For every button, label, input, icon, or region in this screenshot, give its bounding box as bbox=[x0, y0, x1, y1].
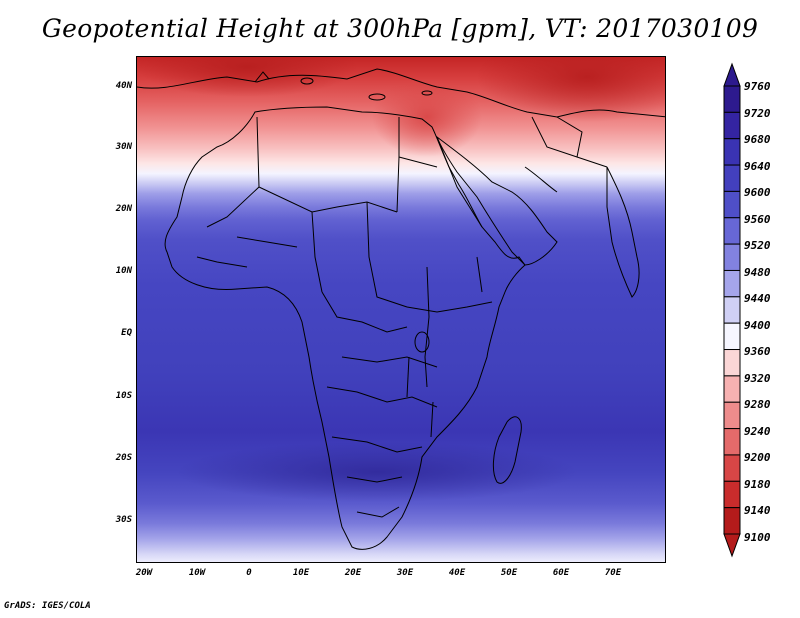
x-tick-60e: 60E bbox=[552, 568, 570, 578]
colorbar-segment bbox=[723, 296, 741, 324]
x-tick-10e: 10E bbox=[292, 568, 310, 578]
colorbar-label-9280: 9280 bbox=[744, 398, 771, 411]
colorbar-label-9400: 9400 bbox=[744, 319, 771, 332]
y-tick-10n: 10N bbox=[115, 266, 132, 276]
colorbar-label-9140: 9140 bbox=[744, 504, 771, 517]
x-tick-0: 0 bbox=[246, 568, 252, 578]
colorbar-label-9240: 9240 bbox=[744, 425, 771, 438]
colorbar-label-9600: 9600 bbox=[744, 186, 771, 199]
colorbar-segment bbox=[723, 138, 741, 166]
y-tick-10s: 10S bbox=[115, 391, 132, 401]
colorbar-label-9760: 9760 bbox=[744, 80, 771, 93]
colorbar-segment bbox=[723, 375, 741, 403]
colorbar-segment bbox=[723, 269, 741, 298]
y-tick-30s: 30S bbox=[115, 515, 132, 525]
lakes bbox=[406, 331, 434, 438]
x-tick-70e: 70E bbox=[604, 568, 622, 578]
colorbar-segment bbox=[723, 428, 741, 456]
colorbar bbox=[723, 62, 741, 558]
colorbar-segment bbox=[723, 111, 741, 140]
colorbar-segment bbox=[723, 454, 741, 482]
colorbar-segment bbox=[723, 480, 741, 509]
colorbar-label-9180: 9180 bbox=[744, 478, 771, 491]
colorbar-segment bbox=[723, 243, 741, 271]
colorbar-label-9680: 9680 bbox=[744, 133, 771, 146]
colorbar-label-9200: 9200 bbox=[744, 451, 771, 464]
country-outlines bbox=[137, 68, 665, 550]
islands bbox=[254, 71, 433, 101]
colorbar-label-9640: 9640 bbox=[744, 160, 771, 173]
y-tick-20s: 20S bbox=[115, 453, 132, 463]
colorbar-label-9100: 9100 bbox=[744, 531, 771, 544]
colorbar-label-9360: 9360 bbox=[744, 345, 771, 358]
x-tick-30e: 30E bbox=[396, 568, 414, 578]
x-tick-50e: 50E bbox=[500, 568, 518, 578]
credit-text: GrADS: IGES/COLA bbox=[4, 601, 91, 611]
colorbar-label-9720: 9720 bbox=[744, 107, 771, 120]
colorbar-segment bbox=[723, 322, 741, 351]
colorbar-label-9320: 9320 bbox=[744, 372, 771, 385]
colorbar-segment bbox=[723, 401, 741, 430]
x-tick-10w: 10W bbox=[188, 568, 206, 578]
colorbar-label-9440: 9440 bbox=[744, 292, 771, 305]
map-panel bbox=[136, 56, 666, 563]
y-tick-20n: 20N bbox=[115, 204, 132, 214]
colorbar-segment bbox=[723, 507, 741, 535]
colorbar-segment bbox=[723, 190, 741, 219]
x-tick-20e: 20E bbox=[344, 568, 362, 578]
x-tick-40e: 40E bbox=[448, 568, 466, 578]
y-tick-30n: 30N bbox=[115, 142, 132, 152]
y-tick-40n: 40N bbox=[115, 81, 132, 91]
colorbar-arrow-bottom bbox=[723, 533, 741, 558]
colorbar-segment bbox=[723, 349, 741, 377]
colorbar-segment bbox=[723, 217, 741, 245]
chart-title: Geopotential Height at 300hPa [gpm], VT:… bbox=[41, 14, 759, 43]
colorbar-label-9480: 9480 bbox=[744, 266, 771, 279]
colorbar-segment bbox=[723, 85, 741, 113]
colorbar-label-9520: 9520 bbox=[744, 239, 771, 252]
colorbar-arrow-top bbox=[723, 62, 741, 87]
x-tick-20w: 20W bbox=[135, 568, 153, 578]
y-tick-eq: EQ bbox=[121, 328, 132, 338]
geopotential-map bbox=[137, 57, 665, 562]
colorbar-label-9560: 9560 bbox=[744, 213, 771, 226]
colorbar-segment bbox=[723, 164, 741, 192]
